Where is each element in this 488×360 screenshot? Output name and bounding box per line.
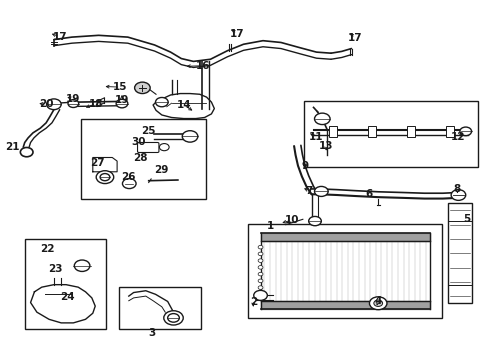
Bar	[367, 126, 375, 138]
Text: 17: 17	[347, 33, 362, 43]
Circle shape	[258, 259, 263, 262]
Text: 25: 25	[141, 126, 155, 136]
Circle shape	[253, 291, 267, 300]
Bar	[25, 239, 106, 329]
Circle shape	[122, 179, 136, 189]
Bar	[119, 287, 201, 329]
Circle shape	[369, 297, 386, 310]
Text: 30: 30	[131, 138, 145, 148]
Text: 13: 13	[318, 141, 333, 151]
Circle shape	[258, 246, 263, 249]
Text: 6: 6	[365, 189, 372, 199]
Circle shape	[314, 113, 329, 125]
Text: 17: 17	[52, 32, 67, 42]
Circle shape	[373, 300, 382, 306]
Text: 18: 18	[89, 99, 103, 109]
Circle shape	[258, 252, 263, 256]
Text: 19: 19	[66, 94, 81, 104]
Text: 4: 4	[374, 296, 381, 306]
Text: 17: 17	[229, 28, 244, 39]
Circle shape	[134, 82, 150, 94]
Bar	[406, 126, 414, 138]
Text: 20: 20	[39, 99, 54, 109]
Circle shape	[96, 171, 114, 184]
Bar	[248, 224, 441, 318]
Text: 21: 21	[5, 142, 20, 152]
Text: 1: 1	[266, 221, 273, 231]
Circle shape	[155, 98, 168, 107]
Text: 12: 12	[450, 132, 465, 142]
Circle shape	[167, 314, 179, 322]
Bar	[81, 119, 205, 199]
Circle shape	[159, 144, 169, 151]
Text: 23: 23	[48, 264, 63, 274]
Circle shape	[46, 99, 61, 110]
Text: 10: 10	[285, 215, 299, 225]
Circle shape	[314, 186, 327, 197]
Text: 19: 19	[115, 95, 129, 105]
Circle shape	[450, 190, 465, 201]
Bar	[447, 203, 471, 303]
Text: 15: 15	[113, 82, 127, 92]
Circle shape	[163, 311, 183, 325]
Text: 22: 22	[40, 244, 55, 253]
Bar	[445, 126, 453, 138]
Text: 28: 28	[132, 153, 147, 163]
Circle shape	[258, 286, 263, 289]
Circle shape	[308, 216, 321, 226]
Text: 29: 29	[153, 165, 168, 175]
Text: 3: 3	[148, 328, 155, 338]
Circle shape	[182, 131, 198, 142]
Text: 14: 14	[176, 100, 191, 110]
Circle shape	[258, 279, 263, 283]
Text: 27: 27	[90, 158, 105, 168]
Text: 26: 26	[122, 172, 136, 182]
Circle shape	[116, 99, 127, 108]
Text: 8: 8	[453, 184, 460, 194]
Text: 16: 16	[196, 61, 210, 71]
Text: 2: 2	[249, 297, 256, 307]
FancyBboxPatch shape	[137, 143, 159, 153]
Text: 24: 24	[60, 292, 74, 302]
Circle shape	[100, 174, 110, 181]
Text: 5: 5	[463, 213, 470, 224]
Text: 7: 7	[305, 186, 312, 196]
Circle shape	[20, 148, 33, 157]
Bar	[328, 126, 336, 138]
Circle shape	[68, 100, 79, 108]
Text: 11: 11	[308, 132, 323, 142]
Circle shape	[258, 293, 263, 296]
Circle shape	[459, 127, 470, 136]
Circle shape	[258, 266, 263, 269]
Bar	[303, 102, 477, 167]
Circle shape	[258, 272, 263, 276]
Text: 9: 9	[301, 161, 308, 171]
Circle shape	[74, 260, 90, 271]
